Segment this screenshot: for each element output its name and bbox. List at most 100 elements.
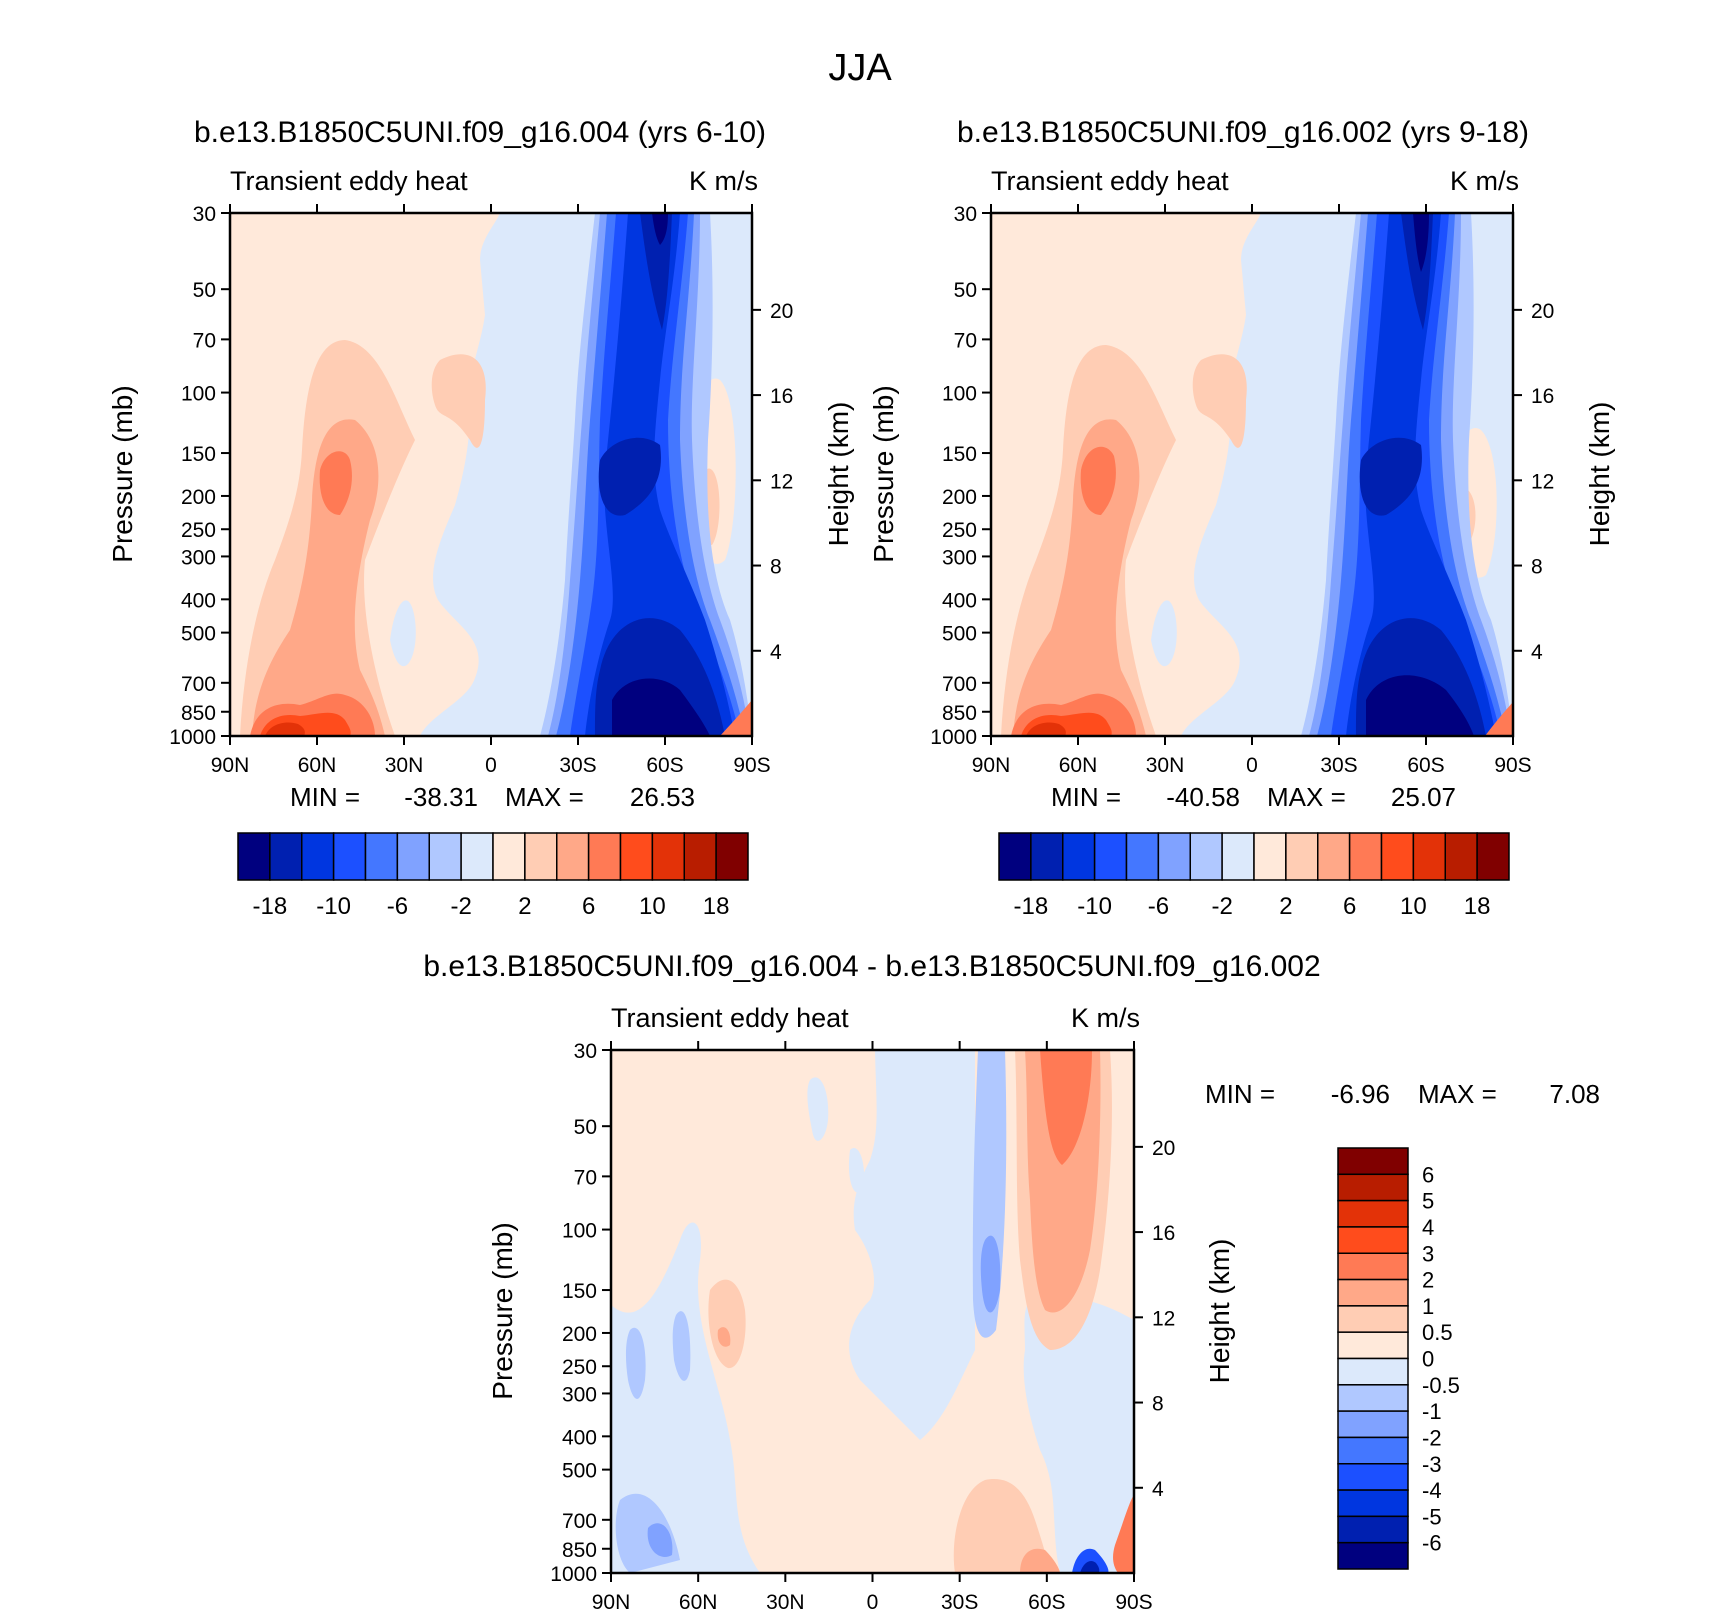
panel-2-colorbar-swatch	[1093, 832, 1128, 881]
panel-1-nh-level-2	[252, 419, 385, 736]
panel-1-ytick-label: 500	[181, 623, 216, 646]
panel-2-ytick-label: 300	[942, 546, 977, 569]
panel-3-colorbar-label: -4	[1422, 1478, 1442, 1503]
panel-1-colorbar-swatch	[428, 832, 462, 881]
panel-2-colorbar-swatch	[1348, 832, 1383, 881]
panel-1-ytick-label: 70	[193, 329, 216, 352]
panel-3-surface-negative-core	[1080, 1561, 1100, 1573]
panel-1-yright-tick-label: 8	[770, 556, 782, 579]
panel-1-subtitle-left: Transient eddy heat	[230, 166, 468, 196]
panel-3-surface-negative	[1072, 1548, 1109, 1573]
panel-1-colorbar-swatch	[364, 832, 399, 881]
panel-2-blob-positive	[1192, 354, 1247, 448]
panel-1-blob-positive	[431, 354, 486, 448]
panel-3-yright-tick-label: 20	[1152, 1137, 1175, 1160]
panel-2-xtick-label: 30N	[1146, 754, 1185, 777]
panel-3-nh-positive-2	[717, 1327, 731, 1347]
panel-3-colorbar-swatch	[1337, 1331, 1409, 1360]
panel-1-colorbar-label: 2	[518, 893, 531, 920]
panel-2-nh-level-3	[1080, 446, 1116, 515]
panel-1-colorbar-label: -10	[316, 893, 351, 920]
panel-1-colorbar-label: -18	[253, 893, 288, 920]
panel-2-colorbar-swatch	[1476, 832, 1510, 881]
panel-3-yright-tick-label: 4	[1152, 1478, 1164, 1501]
panel-2-ytick-label: 700	[942, 673, 977, 696]
panel-3-colorbar-swatch	[1337, 1384, 1409, 1412]
panel-3-surface-positive-2	[1020, 1548, 1060, 1573]
panel-1-colorbar-swatch	[715, 832, 749, 881]
panel-1-colorbar-label: -6	[387, 893, 408, 920]
panel-3-ytick-label: 400	[562, 1426, 597, 1449]
panel-3-surface-positive	[953, 1479, 1050, 1573]
panel-3-ylabel: Pressure (mb)	[487, 1222, 518, 1399]
panel-3-colorbar-label: 4	[1422, 1215, 1434, 1240]
panel-3-ylabel-right: Height (km)	[1204, 1239, 1235, 1384]
panel-1-ytick-label: 400	[181, 589, 216, 612]
panel-2-ytick-label: 100	[942, 383, 977, 406]
panel-2-ytick-label: 30	[954, 203, 977, 226]
panel-2-colorbar-label: 18	[1464, 893, 1491, 920]
panel-1-sh-level-6	[595, 213, 725, 736]
panel-2-colorbar-swatch	[1285, 832, 1319, 881]
panel-3-colorbar-swatch	[1337, 1489, 1409, 1518]
panel-2-colorbar-swatch	[1157, 832, 1191, 881]
panel-1-colorbar-swatch	[651, 832, 685, 881]
panel-2-max-label: MAX =	[1267, 782, 1346, 812]
panel-3-colorbar-label: 0.5	[1422, 1320, 1453, 1345]
panel-1-colorbar-swatch	[301, 832, 335, 881]
panel-3-colorbar-swatch	[1337, 1199, 1409, 1228]
panel-3-ytick-label: 70	[574, 1166, 597, 1189]
panel-2-colorbar-swatch	[1444, 832, 1478, 881]
panel-2-colorbar-swatch	[1062, 832, 1096, 881]
panel-2-nh-level-2	[1013, 419, 1146, 736]
panel-2-colorbar-label: -10	[1077, 893, 1112, 920]
panel-2-ytick-label: 400	[942, 589, 977, 612]
panel-2: b.e13.B1850C5UNI.f09_g16.002 (yrs 9-18) …	[868, 116, 1615, 920]
panel-1-ytick-label: 300	[181, 546, 216, 569]
panel-2-colorbar-swatch	[1030, 832, 1064, 881]
panel-3-sh-positive-3	[1040, 1050, 1092, 1165]
panel-1-ytick-label: 1000	[169, 726, 216, 749]
panel-3-xtick-label: 90S	[1115, 1591, 1152, 1611]
panel-3-xtick-label: 60N	[679, 1591, 718, 1611]
panel-3-ytick-label: 150	[562, 1280, 597, 1303]
panel-2-yright-tick-label: 16	[1531, 385, 1554, 408]
panel-2-colorbar-swatch	[1253, 832, 1287, 881]
panel-2-colorbar-swatch	[1125, 832, 1160, 881]
panel-1-colorbar-swatch	[460, 832, 494, 881]
panel-2-colorbar-label: 10	[1400, 893, 1427, 920]
panel-2-colorbar-label: -2	[1211, 893, 1232, 920]
panel-1-yright-tick-label: 12	[770, 470, 793, 493]
panel-1-ytick-label: 250	[181, 519, 216, 542]
panel-2-colorbar-label: 2	[1279, 893, 1292, 920]
panel-1-ylabel: Pressure (mb)	[107, 385, 138, 562]
panel-1-title: b.e13.B1850C5UNI.f09_g16.004 (yrs 6-10)	[194, 116, 766, 149]
panel-3-colorbar-swatch	[1337, 1436, 1409, 1465]
panel-1-colorbar-swatch	[619, 832, 654, 881]
panel-2-ytick-label: 50	[954, 279, 977, 302]
panel-2-yright-tick-label: 4	[1531, 641, 1543, 664]
panel-3-ytick-label: 850	[562, 1539, 597, 1562]
panel-1-ytick-label: 200	[181, 486, 216, 509]
panel-3-nh-negative-2	[807, 1077, 865, 1193]
panel-3-ytick-label: 1000	[550, 1563, 597, 1586]
panel-3-colorbar-swatch	[1337, 1147, 1409, 1176]
panel-2-colorbar-label: 6	[1343, 893, 1356, 920]
panel-2-xtick-label: 90S	[1494, 754, 1531, 777]
panel-3-ytick-label: 50	[574, 1116, 597, 1139]
panel-1: b.e13.B1850C5UNI.f09_g16.004 (yrs 6-10) …	[107, 116, 854, 920]
panel-3-colorbar-label: -2	[1422, 1425, 1442, 1450]
panel-1-min-label: MIN =	[290, 782, 360, 812]
panel-1-ytick-label: 150	[181, 443, 216, 466]
panel-3-colorbar-label: 6	[1422, 1162, 1434, 1187]
panel-3-ytick-label: 500	[562, 1460, 597, 1483]
panel-2-ytick-label: 200	[942, 486, 977, 509]
panel-2-subtitle-left: Transient eddy heat	[991, 166, 1229, 196]
panel-3-max-value: 7.08	[1549, 1079, 1600, 1109]
panel-3-colorbar-swatch	[1337, 1515, 1409, 1544]
season-title: JJA	[828, 47, 892, 89]
panel-3-yright-tick-label: 16	[1152, 1222, 1175, 1245]
panel-3-ytick-label: 250	[562, 1356, 597, 1379]
panel-2-colorbar-label: -6	[1148, 893, 1169, 920]
panel-3-colorbar-swatch	[1337, 1226, 1409, 1254]
